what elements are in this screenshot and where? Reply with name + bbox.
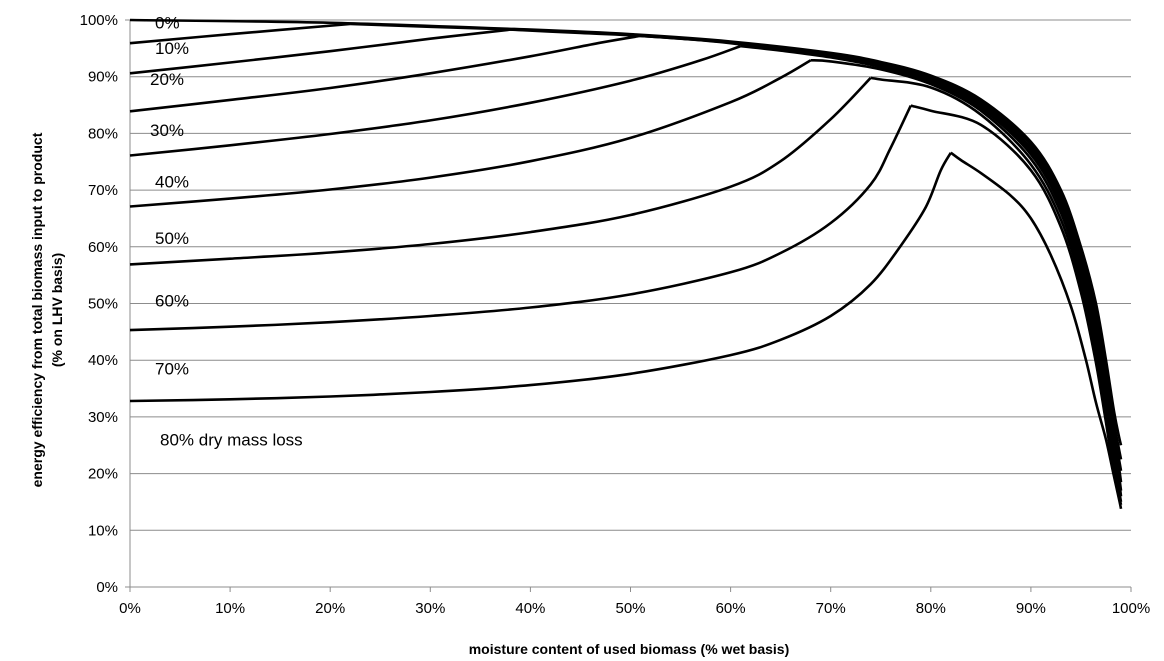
series-line-rising — [129, 105, 912, 332]
x-tick-label: 30% — [415, 600, 445, 617]
series-line-falling — [810, 58, 1123, 497]
x-tick-label: 20% — [315, 600, 345, 617]
series-0 — [129, 18, 1123, 446]
y-tick-label: 40% — [88, 352, 118, 369]
series-line-rising — [129, 76, 872, 266]
x-tick-label: 90% — [1016, 600, 1046, 617]
series-label: 50% — [155, 229, 189, 248]
series-line-falling — [129, 18, 1123, 446]
series-5 — [129, 58, 1123, 497]
series-line-falling — [950, 151, 1123, 510]
y-tick-label: 60% — [88, 239, 118, 256]
tick-labels: 0% 10% 20% 30% 40% 50% 60% 70% 80% 90% 100% 0% 10% 20… — [80, 12, 1151, 617]
y-axis-title-line-1: energy efficiency from total biomass inp… — [29, 132, 45, 487]
y-tick-label: 20% — [88, 466, 118, 483]
series-line-rising — [129, 152, 952, 403]
series-1 — [129, 22, 1123, 460]
y-tick-label: 80% — [88, 125, 118, 142]
x-axis-title: moisture content of used biomass (% wet … — [469, 641, 790, 657]
x-tick-label: 60% — [716, 600, 746, 617]
series-6 — [129, 76, 1123, 503]
series-line-rising — [129, 59, 812, 208]
axes — [125, 19, 1132, 592]
y-tick-label: 0% — [96, 579, 118, 596]
series-4 — [129, 44, 1123, 491]
series-line-falling — [640, 34, 1123, 483]
series-label: 10% — [155, 39, 189, 58]
series-8 — [129, 151, 1123, 510]
series-label: 80% dry mass loss — [160, 430, 303, 449]
series-label: 0% — [155, 14, 180, 33]
y-tick-label: 70% — [88, 182, 118, 199]
x-tick-label: 100% — [1112, 600, 1150, 617]
series-label: 70% — [155, 359, 189, 378]
series-line-rising — [129, 34, 641, 113]
x-tick-label: 70% — [816, 600, 846, 617]
x-tick-label: 10% — [215, 600, 245, 617]
series-label: 40% — [155, 172, 189, 191]
series-line-falling — [350, 22, 1123, 460]
series-line-falling — [870, 76, 1123, 503]
y-tick-label: 10% — [88, 522, 118, 539]
series-label: 30% — [150, 121, 184, 140]
series-label: 60% — [155, 291, 189, 310]
y-axis-title-line-2: (% on LHV basis) — [49, 253, 65, 367]
series-line-rising — [129, 22, 351, 45]
y-tick-label: 90% — [88, 69, 118, 86]
x-tick-label: 40% — [515, 600, 545, 617]
series-line-rising — [129, 28, 511, 75]
x-tick-label: 50% — [615, 600, 645, 617]
y-tick-label: 50% — [88, 296, 118, 313]
series-line-rising — [129, 44, 742, 157]
y-tick-label: 30% — [88, 409, 118, 426]
series-labels: 0% 10% 20% 30% 40% 50% 60% 70% 80% dry mass loss — [150, 14, 303, 450]
series-line-falling — [510, 28, 1123, 472]
y-tick-label: 100% — [80, 12, 118, 29]
gridlines — [130, 19, 1131, 531]
x-tick-label: 80% — [916, 600, 946, 617]
x-tick-label: 0% — [119, 600, 141, 617]
series-lines — [129, 18, 1123, 510]
series-line-falling — [740, 44, 1123, 491]
series-label: 20% — [150, 70, 184, 89]
